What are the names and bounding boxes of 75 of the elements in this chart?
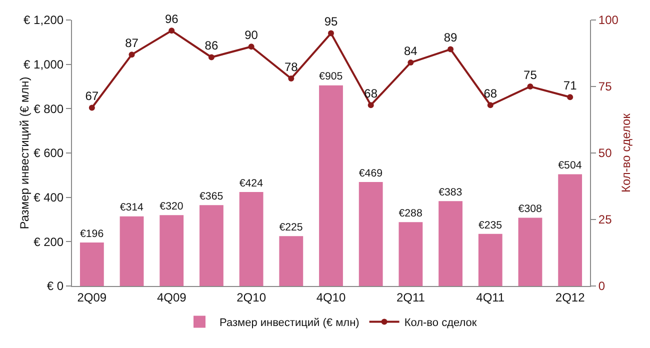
x-tick-label: 4Q09 bbox=[156, 290, 187, 304]
x-tick-label: 4Q10 bbox=[316, 290, 346, 304]
data-label: 96 bbox=[164, 12, 179, 26]
data-label: 90 bbox=[244, 28, 258, 42]
bar bbox=[160, 215, 184, 286]
bar bbox=[398, 222, 423, 286]
y2-tick-label: 50 bbox=[598, 146, 612, 160]
data-label: 68 bbox=[364, 86, 378, 100]
x-tick-label: 2Q09 bbox=[77, 290, 107, 304]
bar bbox=[558, 174, 582, 286]
data-label: €308 bbox=[518, 203, 542, 216]
point bbox=[168, 28, 175, 34]
y2-tick-label: 75 bbox=[598, 80, 612, 94]
data-label: €905 bbox=[319, 70, 343, 83]
data-label: €469 bbox=[358, 167, 383, 180]
data-label: 95 bbox=[324, 14, 338, 29]
point bbox=[328, 30, 334, 36]
y2-tick-label: 25 bbox=[598, 212, 612, 227]
data-label: €314 bbox=[120, 202, 144, 214]
data-label: 89 bbox=[444, 30, 458, 45]
y-tick-label: € 200 bbox=[34, 234, 64, 249]
point bbox=[368, 102, 374, 108]
point bbox=[288, 76, 294, 82]
bar bbox=[438, 201, 462, 286]
bar bbox=[279, 236, 304, 286]
point bbox=[248, 44, 254, 50]
y2-tick-label: 100 bbox=[598, 13, 619, 28]
bar bbox=[518, 218, 542, 286]
data-label: €225 bbox=[279, 221, 303, 234]
data-label: 78 bbox=[284, 60, 298, 74]
y-tick-label: € 800 bbox=[34, 102, 64, 116]
x-tick-label: 2Q12 bbox=[555, 290, 586, 304]
x-tick-label: 2Q10 bbox=[236, 290, 266, 304]
y-tick-label: € 0 bbox=[46, 279, 64, 294]
legend-label: Размер инвестиций (€ млн) bbox=[220, 317, 360, 330]
data-label: 84 bbox=[404, 44, 418, 58]
y2-tick-label: 0 bbox=[598, 279, 606, 294]
data-label: 67 bbox=[85, 89, 99, 104]
bar bbox=[200, 205, 224, 286]
point bbox=[487, 102, 494, 108]
data-label: 75 bbox=[524, 68, 538, 82]
point bbox=[567, 94, 574, 100]
data-label: €235 bbox=[478, 219, 502, 232]
bar bbox=[239, 192, 264, 286]
point bbox=[408, 60, 414, 66]
y-axis-title: Размер инвестиций (€ млн) bbox=[18, 76, 32, 230]
data-label: 71 bbox=[563, 78, 578, 92]
data-label: €288 bbox=[398, 208, 422, 220]
bar bbox=[319, 85, 343, 286]
point bbox=[448, 46, 454, 52]
data-label: €424 bbox=[239, 177, 264, 190]
data-label: €383 bbox=[438, 186, 462, 198]
bar bbox=[358, 182, 383, 286]
bar bbox=[478, 234, 502, 286]
point bbox=[88, 104, 95, 111]
data-label: €196 bbox=[80, 228, 104, 240]
data-label: €504 bbox=[558, 160, 582, 172]
data-label: 87 bbox=[125, 36, 139, 50]
y-tick-label: € 600 bbox=[34, 146, 64, 160]
y2-axis-title: Кол-во сделок bbox=[619, 112, 633, 192]
y-tick-label: € 400 bbox=[34, 190, 64, 205]
point bbox=[208, 54, 214, 60]
data-label: €320 bbox=[160, 200, 184, 212]
bar bbox=[120, 216, 144, 286]
point bbox=[527, 84, 534, 90]
y-tick-label: € 1,200 bbox=[24, 13, 64, 28]
y-tick-label: € 1,000 bbox=[24, 58, 64, 72]
bar bbox=[80, 242, 104, 286]
data-label: 86 bbox=[204, 38, 218, 52]
data-label: 68 bbox=[484, 86, 498, 100]
data-label: €365 bbox=[200, 190, 224, 202]
legend-label: Кол-во сделок bbox=[404, 317, 477, 330]
point bbox=[128, 52, 135, 58]
x-tick-label: 2Q11 bbox=[396, 290, 426, 304]
x-tick-label: 4Q11 bbox=[476, 290, 505, 304]
